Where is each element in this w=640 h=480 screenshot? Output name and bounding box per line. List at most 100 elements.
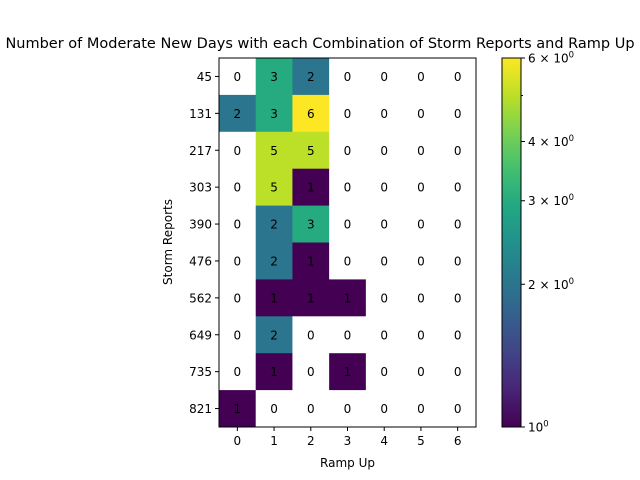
cell-value-label: 3 <box>307 218 315 232</box>
heatmap-cell <box>219 131 257 170</box>
y-tick-label: 476 <box>189 254 212 268</box>
heatmap-cell <box>219 353 257 391</box>
cell-value-label: 1 <box>344 291 352 305</box>
x-tick-label: 5 <box>417 434 425 448</box>
heatmap-cell <box>402 279 440 317</box>
heatmap-cell <box>439 316 477 354</box>
heatmap-cell <box>365 131 403 170</box>
y-tick-label: 217 <box>189 144 212 158</box>
heatmap-cell <box>255 168 293 206</box>
x-tick-label: 1 <box>270 434 278 448</box>
heatmap-cell <box>439 390 477 428</box>
cell-value-label: 5 <box>307 144 315 158</box>
cell-value-label: 0 <box>344 218 352 232</box>
cell-value-label: 0 <box>417 218 425 232</box>
heatmap-cell <box>219 168 257 206</box>
heatmap-cell <box>365 205 403 243</box>
cell-value-label: 0 <box>344 328 352 342</box>
heatmap-cell <box>219 205 257 243</box>
heatmap-cell <box>365 242 403 280</box>
heatmap-cell <box>365 279 403 317</box>
heatmap-cell <box>255 242 293 280</box>
cell-value-label: 0 <box>417 144 425 158</box>
x-tick-label: 6 <box>454 434 462 448</box>
heatmap-cell <box>329 168 367 206</box>
cell-value-label: 0 <box>380 144 388 158</box>
cell-value-label: 0 <box>380 181 388 195</box>
x-tick-label: 3 <box>344 434 352 448</box>
cell-value-label: 0 <box>307 365 315 379</box>
cell-value-label: 0 <box>270 402 278 416</box>
cell-value-label: 0 <box>380 402 388 416</box>
cell-value-label: 0 <box>454 402 462 416</box>
heatmap-cell <box>329 58 367 96</box>
cell-value-label: 0 <box>234 181 242 195</box>
heatmap-cell <box>402 94 440 133</box>
cell-value-label: 6 <box>307 107 315 121</box>
cell-value-label: 0 <box>454 70 462 84</box>
heatmap-cell <box>402 58 440 96</box>
heatmap-cell <box>255 94 293 133</box>
cell-value-label: 0 <box>234 70 242 84</box>
heatmap-cell <box>292 242 330 280</box>
cell-value-label: 0 <box>417 181 425 195</box>
cell-value-label: 0 <box>344 144 352 158</box>
heatmap-cell <box>329 316 367 354</box>
cell-value-label: 1 <box>307 181 315 195</box>
cell-value-label: 0 <box>344 107 352 121</box>
heatmap-cell <box>292 353 330 391</box>
cell-value-label: 0 <box>380 291 388 305</box>
colorbar <box>501 57 522 428</box>
cell-value-label: 5 <box>270 144 278 158</box>
cell-value-label: 0 <box>454 218 462 232</box>
cell-value-label: 0 <box>454 107 462 121</box>
heatmap-cell <box>292 279 330 317</box>
cell-value-label: 1 <box>234 402 242 416</box>
heatmap-cell <box>365 316 403 354</box>
cell-value-label: 0 <box>234 291 242 305</box>
cell-value-label: 0 <box>454 144 462 158</box>
heatmap-cell <box>402 316 440 354</box>
cell-value-label: 0 <box>417 365 425 379</box>
cell-value-label: 0 <box>234 218 242 232</box>
y-tick-label: 131 <box>189 107 212 121</box>
cell-value-label: 0 <box>454 254 462 268</box>
x-axis-ticks: 0 1 2 3 4 5 6 <box>234 427 462 448</box>
cell-value-label: 0 <box>380 107 388 121</box>
heatmap-cell <box>292 316 330 354</box>
heatmap-cell <box>402 242 440 280</box>
heatmap-cell <box>219 58 257 96</box>
heatmap-cell <box>255 279 293 317</box>
colorbar-tick-label: 2 × 100 <box>528 277 574 292</box>
heatmap-cell <box>402 390 440 428</box>
heatmap-cell <box>292 205 330 243</box>
cell-value-label: 2 <box>307 70 315 84</box>
cell-value-label: 0 <box>417 107 425 121</box>
cell-value-label: 0 <box>380 365 388 379</box>
cell-value-label: 0 <box>344 402 352 416</box>
heatmap-cell <box>439 131 477 170</box>
heatmap-cell <box>255 58 293 96</box>
colorbar-tick-label: 4 × 100 <box>528 134 574 149</box>
cell-value-label: 0 <box>307 328 315 342</box>
cell-value-label: 5 <box>270 181 278 195</box>
y-axis-ticks: 45 131 217 303 390 476 562 649 735 821 <box>189 70 219 416</box>
heatmap-cells <box>219 58 477 428</box>
cell-value-label: 0 <box>454 328 462 342</box>
cell-value-label: 0 <box>380 254 388 268</box>
cell-value-label: 0 <box>344 254 352 268</box>
heatmap-cell <box>292 58 330 96</box>
cell-value-label: 0 <box>454 365 462 379</box>
heatmap-cell <box>439 168 477 206</box>
heatmap-cell <box>365 168 403 206</box>
chart-title: Number of Moderate New Days with each Co… <box>5 36 634 52</box>
heatmap-cell <box>292 390 330 428</box>
cell-value-label: 0 <box>417 402 425 416</box>
cell-value-label: 2 <box>234 107 242 121</box>
cell-value-label: 0 <box>380 218 388 232</box>
heatmap-cell <box>365 94 403 133</box>
y-tick-label: 390 <box>189 218 212 232</box>
colorbar-tick-label: 3 × 100 <box>528 193 574 208</box>
x-tick-label: 0 <box>234 434 242 448</box>
